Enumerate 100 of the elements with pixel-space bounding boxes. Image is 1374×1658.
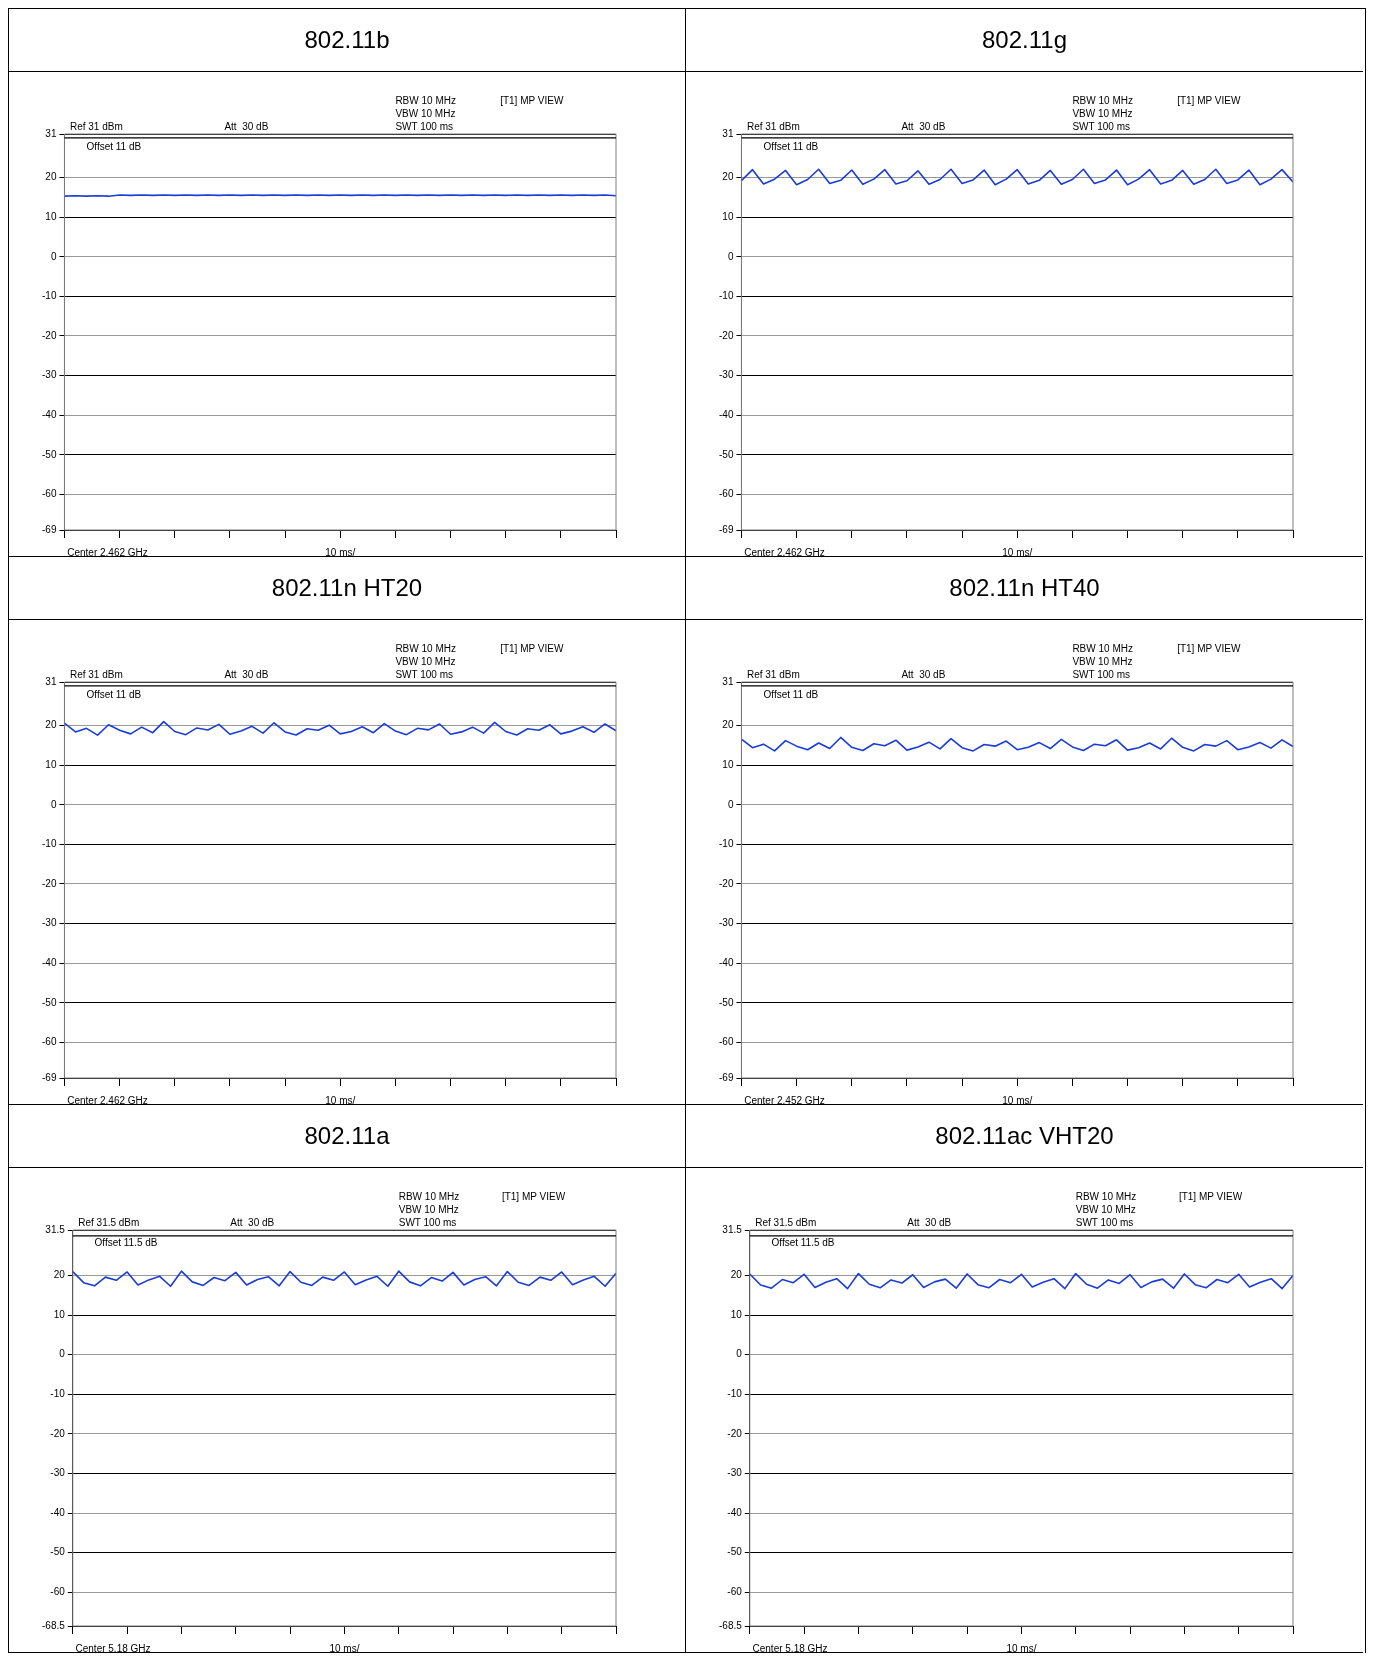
text: SWT 100 ms bbox=[1072, 121, 1130, 132]
annotation: Offset 11 dB bbox=[86, 689, 142, 700]
text: RBW 10 MHz bbox=[1075, 1191, 1137, 1202]
text: Att 30 dB bbox=[230, 1217, 275, 1228]
text: Att 30 dB bbox=[224, 121, 269, 132]
text: 10 ms/ bbox=[1002, 547, 1033, 558]
y-tick-label: -30 bbox=[42, 369, 57, 381]
y-tick-label: -60 bbox=[42, 488, 57, 500]
y-tick-label: -10 bbox=[719, 290, 734, 302]
chart-title: 802.11b bbox=[9, 9, 685, 72]
y-tick-label: -69 bbox=[719, 523, 734, 535]
y-tick-label: -60 bbox=[719, 488, 734, 500]
text: RBW 10 MHz bbox=[395, 95, 456, 106]
annotation: Offset 11.5 dB bbox=[771, 1237, 835, 1248]
y-tick-label: -50 bbox=[42, 996, 57, 1008]
chart-title: 802.11a bbox=[9, 1105, 685, 1168]
y-tick-label: -60 bbox=[50, 1586, 66, 1598]
text: Att 30 dB bbox=[901, 121, 946, 132]
y-tick-label: 31.5 bbox=[722, 1223, 743, 1235]
text: Ref 31.5 dBm bbox=[78, 1217, 140, 1228]
text: Center 2.462 GHz bbox=[67, 1095, 148, 1106]
y-tick-label: -40 bbox=[719, 956, 734, 968]
text: SWT 100 ms bbox=[1075, 1217, 1134, 1228]
y-tick-label: -30 bbox=[50, 1467, 66, 1479]
y-tick-label: -10 bbox=[42, 838, 57, 850]
y-tick-label: -40 bbox=[727, 1506, 743, 1518]
text: [T1] MP VIEW bbox=[500, 643, 564, 654]
text: VBW 10 MHz bbox=[1072, 656, 1133, 667]
y-tick-label: 31 bbox=[722, 127, 734, 139]
text: SWT 100 ms bbox=[398, 1217, 457, 1228]
y-tick-label: -60 bbox=[42, 1036, 57, 1048]
text: VBW 10 MHz bbox=[395, 656, 456, 667]
y-tick-label: -40 bbox=[42, 956, 57, 968]
y-tick-label: 20 bbox=[722, 719, 734, 731]
y-tick-label: -50 bbox=[719, 996, 734, 1008]
y-tick-label: -60 bbox=[719, 1036, 734, 1048]
y-tick-label: 20 bbox=[53, 1269, 66, 1281]
y-tick-label: 31.5 bbox=[45, 1223, 66, 1235]
text: Ref 31 dBm bbox=[746, 669, 800, 680]
y-tick-label: -20 bbox=[42, 877, 57, 889]
y-tick-label: 10 bbox=[45, 210, 57, 222]
y-tick-label: 20 bbox=[730, 1269, 743, 1281]
text: VBW 10 MHz bbox=[1075, 1204, 1136, 1215]
text: RBW 10 MHz bbox=[1072, 643, 1133, 654]
y-tick-label: -50 bbox=[50, 1546, 66, 1558]
text: Center 2.462 GHz bbox=[744, 547, 825, 558]
y-tick-label: -50 bbox=[719, 448, 734, 460]
annotation: Offset 11 dB bbox=[86, 141, 142, 152]
y-tick-label: 0 bbox=[727, 250, 734, 262]
y-tick-label: -20 bbox=[719, 877, 734, 889]
y-tick-label: -20 bbox=[42, 329, 57, 341]
text: SWT 100 ms bbox=[395, 121, 453, 132]
text: Center 2.452 GHz bbox=[744, 1095, 825, 1106]
text: Att 30 dB bbox=[224, 669, 269, 680]
chart-title: 802.11ac VHT20 bbox=[686, 1105, 1363, 1168]
text: 10 ms/ bbox=[325, 1095, 356, 1106]
text: Center 2.462 GHz bbox=[67, 547, 148, 558]
y-tick-label: 0 bbox=[59, 1348, 66, 1360]
text: 10 ms/ bbox=[1002, 1095, 1033, 1106]
annotation: Offset 11 dB bbox=[763, 689, 819, 700]
y-tick-label: -68.5 bbox=[719, 1619, 743, 1631]
y-tick-label: 20 bbox=[45, 719, 57, 731]
y-tick-label: -30 bbox=[727, 1467, 743, 1479]
text: Ref 31 dBm bbox=[746, 121, 800, 132]
y-tick-label: -20 bbox=[50, 1427, 66, 1439]
y-tick-label: -30 bbox=[719, 369, 734, 381]
y-tick-label: -50 bbox=[727, 1546, 743, 1558]
text: Ref 31 dBm bbox=[69, 121, 123, 132]
text: SWT 100 ms bbox=[1072, 669, 1130, 680]
text: Center 5.18 GHz bbox=[75, 1643, 151, 1654]
text: SWT 100 ms bbox=[395, 669, 453, 680]
y-tick-label: -30 bbox=[719, 917, 734, 929]
text: [T1] MP VIEW bbox=[1178, 1191, 1243, 1202]
y-tick-label: 31 bbox=[45, 127, 57, 139]
y-tick-label: 10 bbox=[53, 1308, 66, 1320]
text: Center 5.18 GHz bbox=[752, 1643, 828, 1654]
text: 10 ms/ bbox=[1006, 1643, 1037, 1654]
y-tick-label: -30 bbox=[42, 917, 57, 929]
text: RBW 10 MHz bbox=[395, 643, 456, 654]
y-tick-label: 10 bbox=[45, 758, 57, 770]
y-tick-label: -40 bbox=[719, 408, 734, 420]
text: VBW 10 MHz bbox=[395, 108, 456, 119]
text: [T1] MP VIEW bbox=[501, 1191, 566, 1202]
text: 10 ms/ bbox=[325, 547, 356, 558]
text: RBW 10 MHz bbox=[398, 1191, 460, 1202]
text: [T1] MP VIEW bbox=[1177, 643, 1241, 654]
text: [T1] MP VIEW bbox=[1177, 95, 1241, 106]
y-tick-label: 0 bbox=[50, 798, 57, 810]
y-tick-label: -10 bbox=[727, 1388, 743, 1400]
text: RBW 10 MHz bbox=[1072, 95, 1133, 106]
y-tick-label: -69 bbox=[42, 1071, 57, 1083]
text: [T1] MP VIEW bbox=[500, 95, 564, 106]
text: Ref 31 dBm bbox=[69, 669, 123, 680]
text: VBW 10 MHz bbox=[398, 1204, 459, 1215]
annotation: Offset 11 dB bbox=[763, 141, 819, 152]
y-tick-label: -68.5 bbox=[42, 1619, 66, 1631]
text: Att 30 dB bbox=[901, 669, 946, 680]
y-tick-label: -10 bbox=[50, 1388, 66, 1400]
chart-title: 802.11g bbox=[686, 9, 1363, 72]
y-tick-label: 0 bbox=[50, 250, 57, 262]
